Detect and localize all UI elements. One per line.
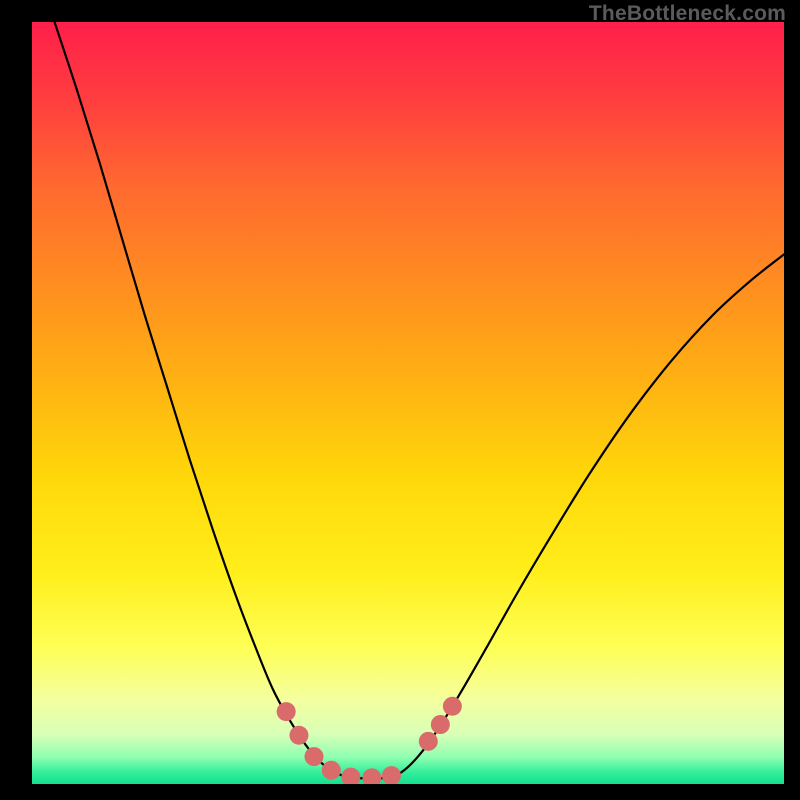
plot-svg: [32, 22, 784, 784]
curve-marker: [289, 726, 308, 745]
curve-marker: [382, 766, 401, 784]
bottleneck-curve: [55, 22, 784, 779]
watermark-text: TheBottleneck.com: [589, 2, 786, 26]
curve-marker: [341, 768, 360, 784]
plot-area: [32, 22, 784, 784]
curve-marker: [443, 697, 462, 716]
curve-marker: [322, 761, 341, 780]
curve-marker: [419, 732, 438, 751]
curve-marker: [431, 715, 450, 734]
curve-marker: [305, 747, 324, 766]
curve-marker: [362, 768, 381, 784]
chart-frame: TheBottleneck.com: [0, 0, 800, 800]
curve-marker: [277, 702, 296, 721]
